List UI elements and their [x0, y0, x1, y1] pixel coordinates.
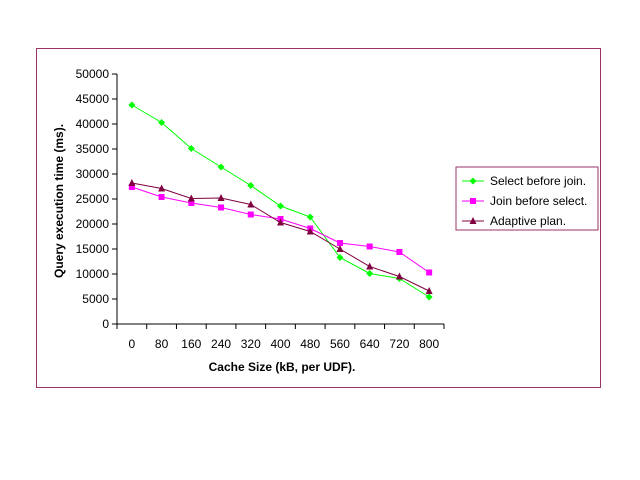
data-point [366, 243, 373, 250]
series-line [131, 104, 430, 298]
data-point [217, 163, 225, 171]
series-group [128, 184, 433, 276]
line-chart: 0 5000 10000 15000 20000 25000 30000 35000 40000… [52, 67, 599, 374]
data-point [217, 194, 225, 201]
legend-label: Adaptive plan. [490, 214, 566, 228]
data-point [366, 262, 374, 270]
series-line [131, 182, 430, 292]
x-tick-label: 480 [300, 337, 320, 351]
legend-marker [470, 198, 476, 204]
y-tick-label: 45000 [76, 92, 110, 106]
legend-label: Join before select. [490, 194, 587, 208]
data-point [247, 200, 255, 208]
x-tick-label: 800 [419, 337, 439, 351]
x-tick-label: 160 [181, 337, 201, 351]
y-tick-label: 0 [102, 317, 109, 331]
x-tick-label: 640 [360, 337, 380, 351]
x-tick-label: 240 [211, 337, 231, 351]
legend-box [455, 166, 599, 231]
data-point [247, 211, 254, 218]
data-point [128, 179, 136, 186]
data-point [158, 194, 165, 200]
y-axis-title: Query execution time (ms). [52, 124, 66, 278]
data-point [336, 254, 344, 261]
data-point [277, 218, 284, 226]
data-point [158, 184, 166, 192]
data-point [128, 101, 136, 109]
data-point [158, 119, 166, 126]
data-point [426, 269, 433, 276]
series-group [128, 101, 433, 301]
y-tick-label: 35000 [76, 142, 110, 156]
data-point [188, 200, 195, 206]
data-point [247, 182, 255, 189]
x-tick-label: 560 [330, 337, 350, 351]
data-point [425, 287, 433, 294]
data-point [277, 202, 284, 210]
data-point [128, 184, 135, 190]
y-tick-label: 25000 [76, 192, 110, 206]
series-group [128, 179, 433, 294]
legend-label: Select before join. [490, 174, 586, 188]
data-point [366, 270, 374, 277]
data-point [218, 204, 225, 211]
series-line [131, 186, 430, 273]
x-axis-title: Cache Size (kB, per UDF). [209, 360, 356, 374]
x-tick-label: 320 [241, 337, 261, 351]
data-point [336, 245, 344, 252]
y-tick-label: 30000 [76, 167, 110, 181]
data-point [306, 227, 314, 235]
data-point [396, 249, 403, 255]
y-tick-label: 50000 [76, 67, 110, 81]
legend-marker [469, 217, 477, 224]
data-point [306, 213, 314, 221]
x-tick-label: 80 [155, 337, 169, 351]
axes: 0 5000 10000 15000 20000 25000 30000 35000 40000… [76, 67, 445, 351]
x-tick-label: 0 [129, 337, 136, 351]
data-point [336, 240, 343, 246]
data-point [395, 272, 403, 280]
y-tick-label: 5000 [82, 292, 109, 306]
y-tick-label: 20000 [76, 217, 110, 231]
y-tick-label: 40000 [76, 117, 110, 131]
y-tick-label: 10000 [76, 267, 110, 281]
data-point [187, 194, 195, 202]
data-point [187, 145, 195, 152]
chart-frame: 0 5000 10000 15000 20000 25000 30000 35000 40000… [36, 48, 601, 388]
y-tick-label: 15000 [76, 242, 110, 256]
legend: Select before join. Join before select. Ad… [455, 166, 599, 231]
legend-marker [469, 177, 477, 185]
data-point [425, 293, 433, 301]
series-layer [128, 101, 433, 301]
x-tick-label: 400 [270, 337, 290, 351]
x-tick-label: 720 [389, 337, 409, 351]
